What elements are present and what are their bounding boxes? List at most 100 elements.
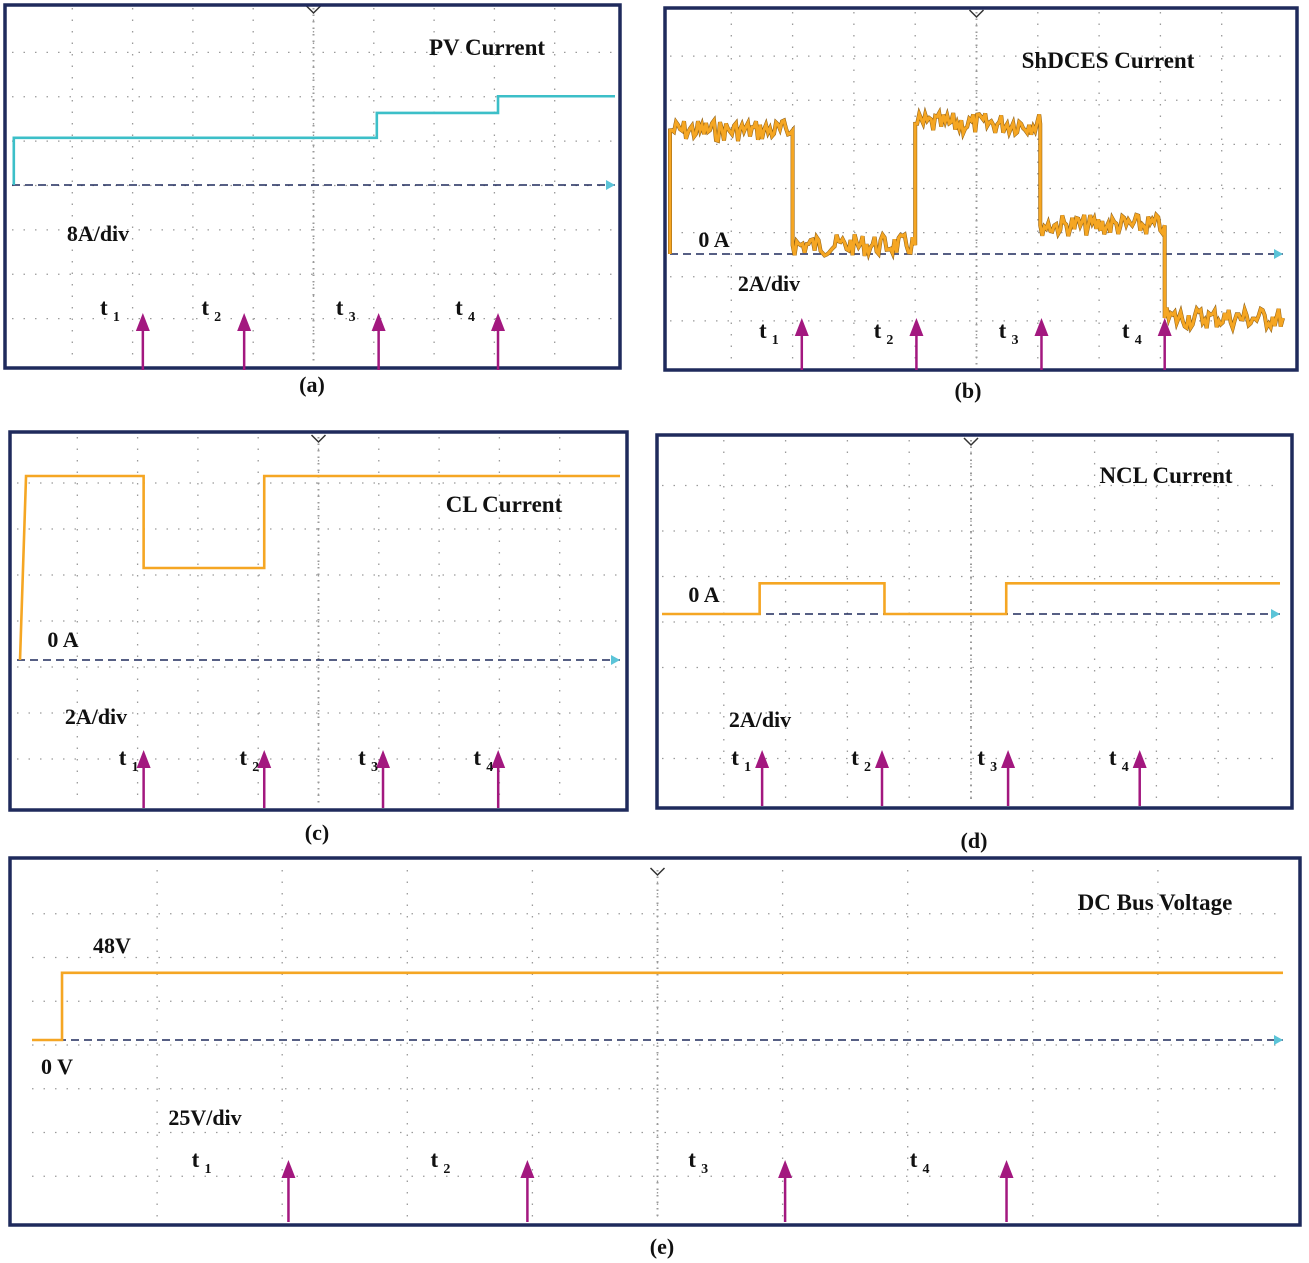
scale-label: 2A/div [738, 271, 800, 296]
arrow-up-icon [491, 750, 506, 768]
time-label: t [977, 745, 985, 770]
arrow-up-icon [371, 313, 386, 331]
ground-marker-icon [606, 180, 615, 190]
arrow-up-icon [1132, 750, 1147, 768]
ground-marker-icon [1274, 1035, 1283, 1045]
time-label: t [201, 295, 209, 320]
trigger-position-icon [963, 437, 979, 447]
time-label: t [455, 295, 463, 320]
level-label: 48V [93, 933, 131, 958]
time-label-subscript: 2 [443, 1162, 450, 1177]
panel-caption: (d) [961, 828, 988, 853]
time-label: t [874, 318, 882, 343]
signal-trace [18, 474, 620, 661]
time-label: t [358, 745, 366, 770]
arrow-up-icon [237, 313, 252, 331]
time-label-subscript: 3 [371, 760, 378, 775]
arrow-up-icon [491, 313, 506, 331]
arrow-up-icon [1001, 750, 1016, 768]
ground-marker-icon [611, 655, 620, 665]
arrow-up-icon [136, 750, 151, 768]
scope-frame [655, 433, 1294, 810]
time-label-subscript: 4 [468, 310, 475, 325]
zero-label: 0 A [47, 627, 78, 652]
time-label-subscript: 3 [1011, 333, 1018, 348]
time-label: t [100, 295, 108, 320]
trigger-position-icon [649, 867, 666, 877]
trace-title: NCL Current [1099, 463, 1232, 488]
signal-trace [668, 108, 1285, 334]
trace-title: ShDCES Current [1022, 48, 1195, 73]
scope-frame [8, 430, 629, 812]
time-label-subscript: 1 [132, 760, 139, 775]
ground-marker-icon [1274, 249, 1283, 259]
signal-trace [12, 94, 615, 185]
ground-marker-icon [1271, 609, 1280, 619]
scale-label: 8A/div [67, 221, 129, 246]
signal-trace [32, 971, 1283, 1042]
time-label-subscript: 2 [886, 333, 893, 348]
time-label: t [336, 295, 344, 320]
trigger-position-icon [305, 5, 322, 15]
arrow-up-icon [999, 1160, 1014, 1178]
scale-label: 2A/div [65, 704, 127, 729]
zero-label: 0 A [698, 227, 729, 252]
time-label-subscript: 3 [990, 760, 997, 775]
arrow-up-icon [778, 1160, 793, 1178]
arrow-up-icon [520, 1160, 535, 1178]
scale-label: 25V/div [168, 1105, 241, 1130]
grid [12, 8, 615, 363]
time-label: t [192, 1147, 200, 1172]
zero-label: 0 A [688, 582, 719, 607]
time-label-subscript: 2 [214, 310, 221, 325]
time-label-subscript: 3 [701, 1162, 708, 1177]
trace-title: CL Current [446, 492, 563, 517]
arrow-up-icon [875, 750, 890, 768]
grid [17, 437, 620, 805]
time-label: t [688, 1147, 696, 1172]
signal-trace [662, 581, 1280, 616]
time-label-subscript: 1 [204, 1162, 211, 1177]
trigger-position-icon [968, 9, 985, 19]
scope-frame [663, 6, 1299, 372]
grid [662, 440, 1280, 804]
scope-frame [8, 856, 1302, 1227]
time-label: t [431, 1147, 439, 1172]
arrow-up-icon [376, 750, 391, 768]
time-label-subscript: 1 [744, 760, 751, 775]
panel-caption: (c) [305, 820, 329, 845]
time-label-subscript: 1 [772, 333, 779, 348]
time-label: t [1122, 318, 1130, 343]
panel-caption: (e) [650, 1234, 674, 1259]
time-label: t [851, 745, 859, 770]
panel-caption: (a) [299, 372, 325, 397]
arrow-up-icon [135, 313, 150, 331]
arrow-up-icon [257, 750, 272, 768]
zero-label: 0 V [41, 1054, 73, 1079]
time-label: t [999, 318, 1007, 343]
time-label-subscript: 4 [923, 1162, 930, 1177]
panel-caption: (b) [955, 378, 982, 403]
time-label: t [119, 745, 127, 770]
grid [670, 12, 1283, 365]
